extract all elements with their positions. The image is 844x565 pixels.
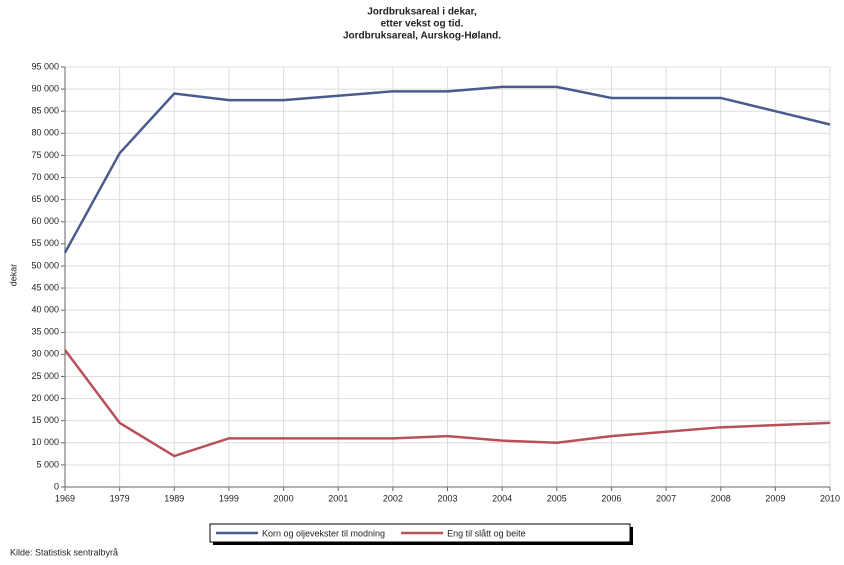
y-tick-label: 30 000 — [31, 349, 59, 359]
y-tick-label: 75 000 — [31, 150, 59, 160]
y-tick-label: 80 000 — [31, 128, 59, 138]
series-line — [63, 85, 831, 254]
legend-label: Korn og oljevekster til modning — [262, 528, 385, 538]
y-tick-label: 45 000 — [31, 282, 59, 292]
y-tick-label: 90 000 — [31, 83, 59, 93]
x-tick-label: 2007 — [656, 493, 676, 503]
y-tick-label: 15 000 — [31, 415, 59, 425]
series-line — [63, 349, 831, 458]
chart-title-line: Jordbruksareal i dekar, — [367, 7, 477, 18]
x-tick-label: 2008 — [711, 493, 731, 503]
y-tick-label: 70 000 — [31, 172, 59, 182]
x-tick-label: 1969 — [55, 493, 75, 503]
x-tick-label: 2004 — [492, 493, 512, 503]
chart-title-line: Jordbruksareal, Aurskog-Høland. — [343, 31, 501, 42]
y-tick-label: 60 000 — [31, 216, 59, 226]
y-tick-label: 10 000 — [31, 437, 59, 447]
y-tick-label: 20 000 — [31, 393, 59, 403]
source: Kilde: Statistisk sentralbyrå — [10, 547, 118, 557]
y-tick-label: 85 000 — [31, 106, 59, 116]
x-tick-label: 2003 — [437, 493, 457, 503]
y-tick-label: 25 000 — [31, 371, 59, 381]
x-tick-label: 2009 — [765, 493, 785, 503]
x-tick-label: 1989 — [164, 493, 184, 503]
y-tick-label: 50 000 — [31, 260, 59, 270]
y-axis-label: dekar — [8, 264, 18, 287]
x-tick-label: 1979 — [110, 493, 130, 503]
x-tick-label: 2001 — [328, 493, 348, 503]
chart-title-line: etter vekst og tid. — [381, 19, 464, 30]
y-tick-label: 35 000 — [31, 327, 59, 337]
x-tick-label: 1999 — [219, 493, 239, 503]
x-tick-label: 2010 — [820, 493, 840, 503]
title: Jordbruksareal i dekar,etter vekst og ti… — [343, 7, 501, 42]
x-tick-label: 2006 — [601, 493, 621, 503]
x-tick-label: 2005 — [547, 493, 567, 503]
y-tick-label: 55 000 — [31, 238, 59, 248]
y-tick-label: 95 000 — [31, 61, 59, 71]
y-tick-label: 40 000 — [31, 305, 59, 315]
y-tick-label: 0 — [54, 481, 59, 491]
legend-label: Eng til slått og beite — [447, 528, 526, 538]
y-tick-label: 5 000 — [36, 459, 59, 469]
x-tick-label: 2002 — [383, 493, 403, 503]
y-tick-label: 65 000 — [31, 194, 59, 204]
x-tick-label: 2000 — [274, 493, 294, 503]
